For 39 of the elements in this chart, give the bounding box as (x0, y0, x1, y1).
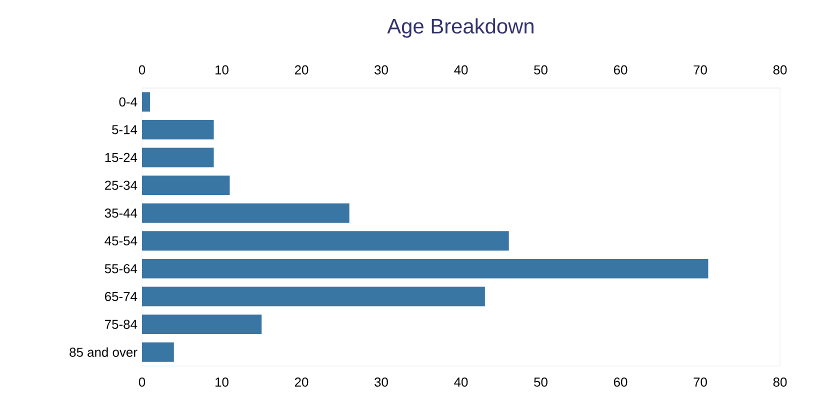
x-tick-label: 50 (534, 378, 548, 387)
bar (142, 120, 214, 140)
x2-tick-label: 20 (294, 65, 308, 74)
x-tick-label: 0 (138, 378, 146, 387)
x-tick-label: 60 (614, 378, 628, 387)
x2-tick-label: 30 (374, 65, 388, 74)
bar (142, 203, 350, 223)
x2-tick-label: 0 (138, 65, 146, 74)
y-tick-label: 25-34 (105, 180, 138, 190)
bar (142, 176, 230, 196)
y-tick-label: 65-74 (105, 292, 138, 302)
y-tick-label: 15-24 (105, 152, 138, 162)
y-tick-label: 45-54 (104, 236, 138, 246)
y-tick-label: 35-44 (104, 208, 138, 218)
bar (142, 92, 150, 112)
x-tick-label: 40 (454, 378, 468, 387)
x2-tick-label: 60 (614, 65, 628, 74)
x2-tick-label: 70 (694, 65, 707, 74)
y-tick-label: 5-14 (112, 125, 138, 134)
x-tick-label: 70 (694, 378, 707, 387)
x-tick-label: 80 (773, 378, 787, 387)
y-tick-label: 55-64 (104, 264, 138, 274)
y-tick-label: 85 and over (70, 347, 138, 357)
bar (142, 314, 262, 334)
chart-title: Age Breakdown (387, 18, 534, 38)
y-tick-label: 0-4 (119, 97, 138, 106)
bar (142, 258, 708, 278)
x-tick-label: 10 (216, 378, 228, 387)
x2-tick-label: 50 (534, 65, 548, 74)
bar (142, 231, 509, 251)
bar (142, 342, 174, 362)
x2-tick-label: 40 (454, 65, 468, 74)
bar (142, 286, 485, 306)
y-tick-label: 75-84 (105, 320, 138, 329)
bar (142, 148, 214, 168)
x2-tick-label: 80 (773, 65, 787, 74)
x-tick-label: 30 (374, 378, 388, 387)
x-tick-label: 20 (294, 378, 308, 387)
x2-tick-label: 10 (216, 65, 228, 74)
